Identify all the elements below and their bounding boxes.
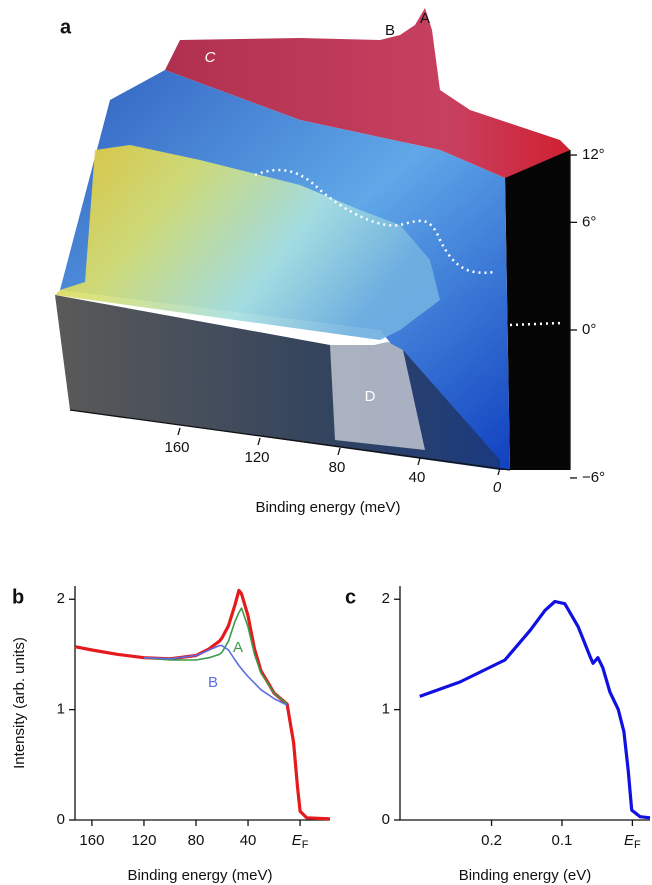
annotation: B	[385, 22, 395, 39]
annotation: C	[205, 49, 216, 66]
region-d	[330, 342, 425, 450]
x-tick-label: 0	[493, 479, 502, 496]
x-axis	[69, 409, 511, 471]
data-line	[143, 607, 288, 705]
y-tick-label: 0	[382, 811, 390, 828]
x-tick	[177, 427, 181, 436]
axes	[399, 586, 650, 821]
y-tick-label: 2	[382, 590, 390, 607]
panel-label: b	[12, 586, 24, 608]
dispersion-line	[254, 168, 496, 274]
annotation: A	[420, 10, 430, 27]
x-tick-label: 80	[188, 832, 205, 849]
x-axis-label: Binding energy (meV)	[127, 867, 272, 884]
x-axis-label: Binding energy (eV)	[459, 867, 592, 884]
y-tick-label: 1	[57, 701, 65, 718]
x-tick-label: 160	[164, 439, 189, 456]
panel-label: a	[60, 16, 72, 38]
surface-back	[165, 8, 570, 178]
x-tick-label: 160	[79, 832, 104, 849]
y-tick-label: 2	[57, 590, 65, 607]
annotation: D	[365, 388, 376, 405]
axes	[74, 586, 330, 821]
y-tick-label: 0°	[582, 321, 596, 338]
x-tick-label: 80	[329, 459, 346, 476]
x-tick-label: 40	[409, 469, 426, 486]
x-tick-label: 40	[240, 832, 257, 849]
y-tick-label: 0	[57, 811, 65, 828]
x-tick-label: 0.1	[552, 832, 573, 849]
surface-front	[55, 145, 440, 340]
x-tick	[417, 457, 421, 466]
x-tick	[497, 467, 501, 476]
data-line	[419, 599, 651, 820]
x-axis-label: Binding energy (meV)	[255, 499, 400, 516]
series-label: B	[208, 674, 218, 691]
y-tick-label: 6°	[582, 213, 596, 230]
zero-line	[509, 321, 563, 327]
data-line	[143, 644, 288, 706]
data-line	[74, 588, 331, 821]
series-label: A	[233, 639, 243, 656]
y-tick-label: −6°	[582, 469, 605, 486]
x-tick-label: 120	[244, 449, 269, 466]
x-tick	[337, 447, 341, 456]
panel-label: c	[345, 586, 356, 608]
y-tick-label: 12°	[582, 146, 605, 163]
surface	[55, 8, 571, 471]
x-tick	[257, 437, 261, 446]
x-tick-label: EF	[292, 832, 309, 851]
x-tick-label: EF	[624, 832, 641, 851]
x-tick-label: 120	[131, 832, 156, 849]
x-tick-label: 0.2	[481, 832, 502, 849]
y-tick-label: 1	[382, 701, 390, 718]
y-axis-label: Intensity (arb. units)	[11, 637, 28, 769]
surface-side	[505, 150, 570, 470]
